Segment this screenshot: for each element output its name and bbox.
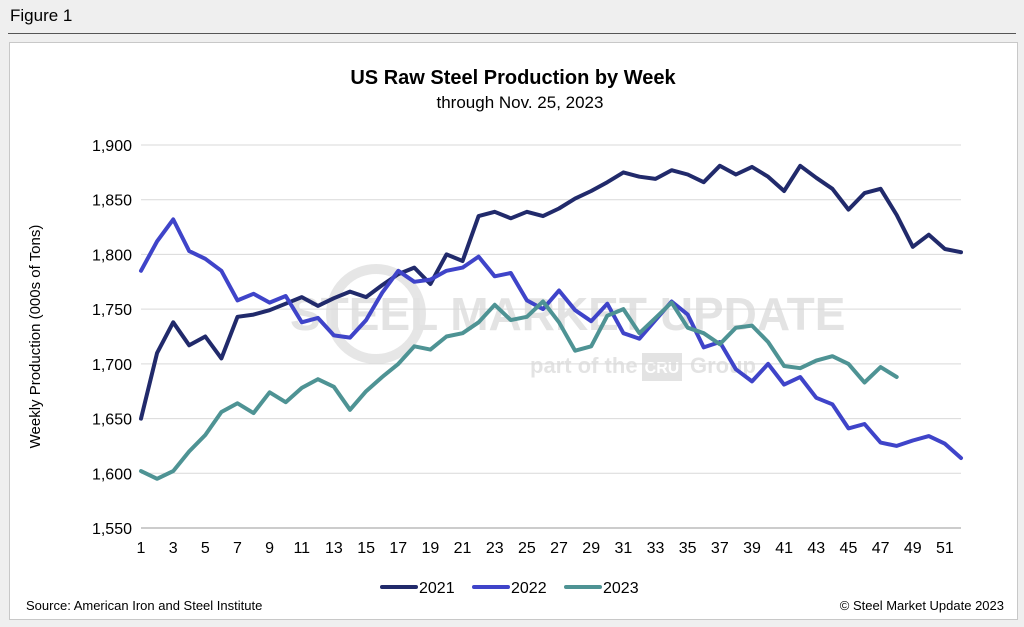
legend-label-2022: 2022 — [511, 580, 547, 597]
x-tick-label: 27 — [550, 540, 568, 557]
x-tick-label: 39 — [743, 540, 761, 557]
series-line-2021 — [139, 163, 963, 421]
legend: 2021 2022 2023 — [380, 580, 639, 597]
x-tick-labels: 1 3 5 7 9 11 13 15 17 19 21 23 25 27 29 31 33 35 37 39 41 43 4… — [137, 540, 954, 557]
x-tick-label: 5 — [201, 540, 210, 557]
y-tick-labels: 1,550 1,600 1,650 1,700 1,750 1,800 1,850 1,900 — [92, 138, 132, 538]
x-tick-label: 1 — [137, 540, 146, 557]
x-tick-label: 41 — [775, 540, 793, 557]
figure-divider — [8, 33, 1016, 34]
y-tick-label: 1,800 — [92, 247, 132, 264]
watermark-line2: part of the — [530, 353, 638, 378]
x-tick-label: 9 — [265, 540, 274, 557]
y-tick-label: 1,750 — [92, 302, 132, 319]
watermark-line3: Group — [690, 353, 756, 378]
x-tick-label: 11 — [293, 540, 310, 557]
gridlines — [141, 144, 961, 474]
watermark-badge-box — [642, 353, 682, 381]
x-tick-label: 49 — [904, 540, 922, 557]
x-tick-label: 29 — [582, 540, 600, 557]
x-tick-label: 43 — [807, 540, 825, 557]
figure-label: Figure 1 — [10, 6, 73, 25]
x-tick-label: 45 — [840, 540, 858, 557]
series-line-2023 — [139, 299, 899, 481]
x-tick-label: 23 — [486, 540, 504, 557]
watermark-badge: CRU — [645, 360, 680, 377]
x-tick-label: 7 — [233, 540, 242, 557]
y-tick-label: 1,600 — [92, 466, 132, 483]
y-tick-label: 1,850 — [92, 193, 132, 210]
watermark-line1: STEEL MARKET UPDATE — [290, 288, 845, 340]
legend-label-2023: 2023 — [603, 580, 639, 597]
y-tick-label: 1,700 — [92, 357, 132, 374]
series-line-2022 — [139, 217, 963, 460]
x-tick-label: 31 — [614, 540, 632, 557]
x-tick-label: 21 — [454, 540, 472, 557]
series-lines — [139, 163, 963, 481]
y-axis-label: Weekly Production (000s of Tons) — [27, 225, 44, 449]
y-tick-label: 1,650 — [92, 412, 132, 429]
x-tick-label: 25 — [518, 540, 536, 557]
x-tick-label: 51 — [936, 540, 954, 557]
x-tick-label: 19 — [422, 540, 440, 557]
chart-title: US Raw Steel Production by Week — [350, 67, 676, 89]
x-tick-label: 15 — [357, 540, 375, 557]
source-note: Source: American Iron and Steel Institut… — [26, 598, 263, 613]
y-tick-label: 1,550 — [92, 521, 132, 538]
watermark-globe-icon — [326, 264, 426, 364]
copyright-note: © Steel Market Update 2023 — [839, 598, 1004, 613]
chart-subtitle: through Nov. 25, 2023 — [437, 93, 604, 112]
x-tick-label: 35 — [679, 540, 697, 557]
legend-label-2021: 2021 — [419, 580, 455, 597]
x-tick-label: 47 — [872, 540, 890, 557]
x-tick-label: 13 — [325, 540, 343, 557]
line-chart: US Raw Steel Production by Week through … — [27, 67, 963, 597]
x-tick-label: 3 — [169, 540, 178, 557]
x-tick-label: 33 — [647, 540, 665, 557]
x-tick-label: 17 — [389, 540, 407, 557]
y-tick-label: 1,900 — [92, 138, 132, 155]
chart-panel: US Raw Steel Production by Week through … — [9, 42, 1018, 620]
x-tick-label: 37 — [711, 540, 729, 557]
